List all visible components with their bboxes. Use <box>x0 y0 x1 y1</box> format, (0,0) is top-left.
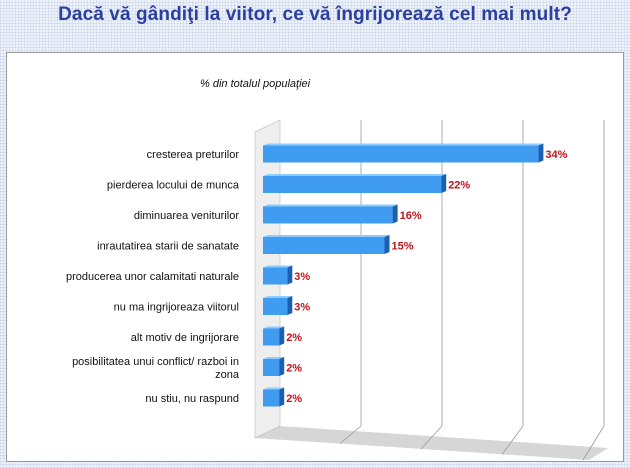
gridline-floor <box>501 425 524 455</box>
bar-chart: % din totalul populaţiei 34% cresterea pr… <box>66 78 608 461</box>
bar <box>263 359 280 376</box>
bar-top <box>263 387 285 390</box>
data-label: 34% <box>545 149 567 161</box>
data-label: 22% <box>448 180 470 192</box>
bar-top <box>263 143 544 146</box>
gridline-floor <box>420 425 443 450</box>
category-label: zona <box>215 369 240 381</box>
gridline-floor <box>339 425 362 444</box>
bar <box>263 145 539 163</box>
chart-panel: % din totalul populaţiei 34% cresterea pr… <box>6 52 624 462</box>
bar-top <box>263 265 293 268</box>
bar-top <box>263 174 447 176</box>
data-label: 2% <box>286 332 302 344</box>
bar-side <box>384 235 390 254</box>
bar-top <box>263 357 285 359</box>
category-label: pierderea locului de munca <box>107 180 240 192</box>
bar-top <box>263 296 293 298</box>
page-title: Dacă vă gândiţi la viitor, ce vă îngrijo… <box>58 4 572 25</box>
bar-side <box>279 326 285 346</box>
bar-top <box>263 235 390 237</box>
category-label: cresterea preturilor <box>147 149 240 161</box>
gridline-floor <box>582 425 605 461</box>
category-label: posibilitatea unui conflict/ razboi in <box>72 356 239 368</box>
category-label: alt motiv de ingrijorare <box>131 332 239 344</box>
data-label: 2% <box>286 363 302 375</box>
bar <box>263 389 280 407</box>
bar <box>263 298 288 315</box>
bar <box>263 267 288 285</box>
bar-side <box>538 143 544 163</box>
chart-subtitle: % din totalul populaţiei <box>200 78 311 90</box>
bar <box>263 237 385 254</box>
data-label: 16% <box>400 210 422 222</box>
bar-side <box>287 265 293 285</box>
bar-side <box>441 174 447 193</box>
category-label: inrautatirea starii de sanatate <box>97 241 239 253</box>
bar-side <box>392 204 398 224</box>
chart-floor <box>255 426 608 460</box>
category-label: producerea unor calamitati naturale <box>66 271 239 283</box>
bar-top <box>263 326 285 329</box>
data-label: 2% <box>286 393 302 405</box>
bar-side <box>279 357 285 376</box>
category-label: diminuarea veniturilor <box>134 210 239 222</box>
category-label: nu stiu, nu raspund <box>145 393 239 405</box>
bar <box>263 206 393 224</box>
bar-side <box>287 296 293 315</box>
bar <box>263 328 280 346</box>
bar-top <box>263 204 398 207</box>
data-label: 3% <box>294 302 310 314</box>
data-label: 3% <box>294 271 310 283</box>
data-label: 15% <box>392 241 414 253</box>
bar-side <box>279 387 285 407</box>
bar <box>263 176 442 193</box>
category-label: nu ma ingrijoreaza viitorul <box>114 302 239 314</box>
